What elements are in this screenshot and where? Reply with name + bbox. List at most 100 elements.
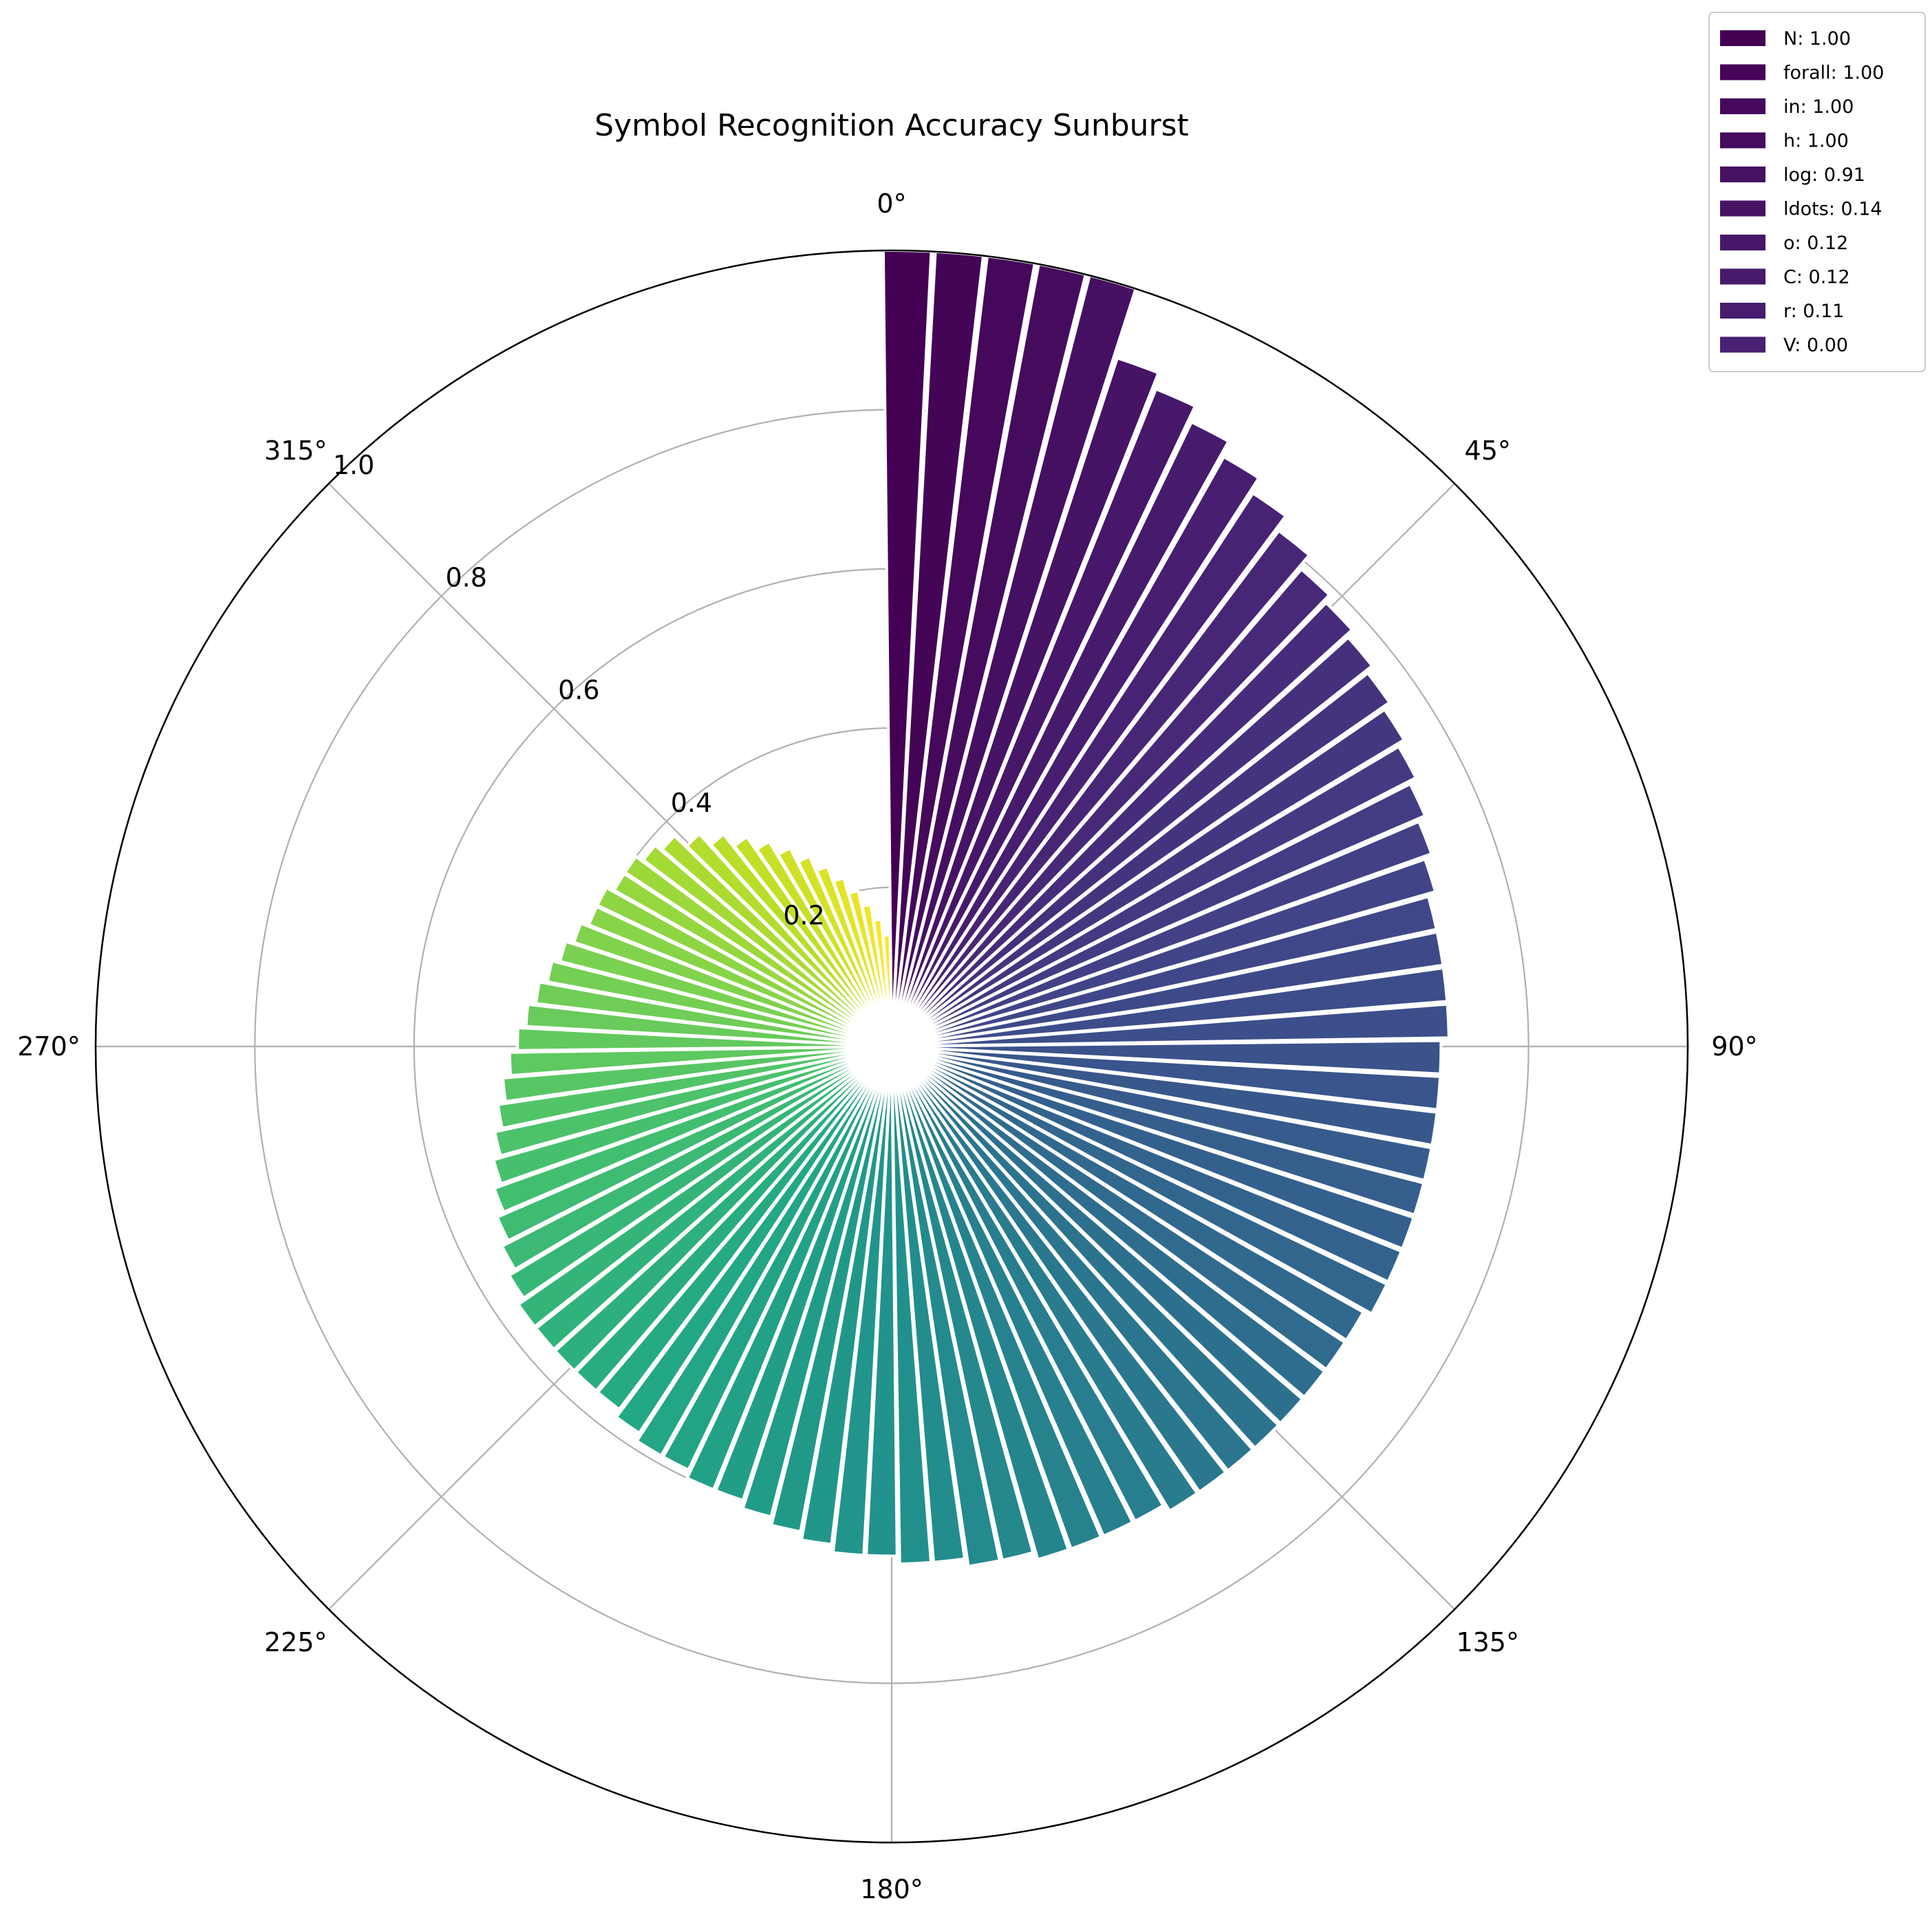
- bar: [890, 1045, 1255, 1473]
- bar: [891, 1002, 1450, 1048]
- legend: N: 1.00 forall: 1.00 in: 1.00 h: 1.00 log: 0…: [1708, 12, 1926, 372]
- legend-swatch: [1720, 132, 1765, 149]
- r-tick-label: 1.0: [333, 450, 374, 480]
- bar: [891, 857, 1437, 1048]
- bar: [890, 1046, 1103, 1551]
- bar: [500, 1045, 893, 1271]
- bar: [732, 835, 893, 1048]
- bar: [891, 1045, 1404, 1284]
- bar: [574, 1045, 893, 1393]
- legend-label: in: 1.00: [1783, 96, 1854, 118]
- bar: [891, 966, 1449, 1048]
- theta-tick-labels: 0° 45° 90° 135° 180° 225° 270° 315°: [17, 189, 1757, 1904]
- bar: [709, 832, 893, 1048]
- bar: [890, 1046, 1071, 1562]
- bar: [890, 420, 1231, 1047]
- legend-swatch: [1720, 303, 1765, 319]
- bar: [890, 1046, 1135, 1538]
- theta-tick-label: 0°: [877, 189, 906, 219]
- legend-swatch: [1720, 268, 1765, 285]
- legend-label: o: 0.12: [1783, 233, 1848, 254]
- theta-tick-label: 225°: [264, 1627, 328, 1657]
- bar: [491, 1045, 892, 1185]
- bar: [891, 1045, 1416, 1251]
- r-tick-labels: 0.2 0.4 0.6 0.8 1.0: [333, 450, 825, 930]
- bar: [890, 601, 1354, 1048]
- bar: [881, 934, 893, 1047]
- theta-tick-label: 45°: [1465, 436, 1511, 466]
- legend-label: h: 1.00: [1783, 131, 1849, 152]
- bar: [891, 782, 1427, 1048]
- legend-label: log: 0.91: [1783, 164, 1865, 186]
- bar: [891, 930, 1445, 1048]
- bar: [713, 1046, 893, 1503]
- bar: [661, 1046, 893, 1472]
- bar: [796, 855, 893, 1047]
- r-tick-label: 0.8: [446, 563, 487, 593]
- bar: [890, 491, 1288, 1048]
- bar: [890, 1046, 1002, 1568]
- legend-label: forall: 1.00: [1783, 63, 1884, 84]
- bar: [755, 839, 893, 1048]
- bar: [890, 1045, 1347, 1371]
- bar: [865, 1046, 899, 1558]
- chart-title: Symbol Recognition Accuracy Sunburst: [594, 108, 1189, 143]
- legend-swatch: [1720, 200, 1765, 217]
- legend-swatch: [1720, 30, 1765, 46]
- bar: [660, 834, 893, 1048]
- legend-swatch: [1720, 336, 1765, 353]
- bar: [890, 356, 1161, 1047]
- bars-group: [491, 249, 1450, 1568]
- legend-label: C: 0.12: [1783, 267, 1850, 288]
- theta-tick-label: 135°: [1456, 1627, 1519, 1657]
- bar: [614, 1045, 893, 1435]
- bar: [890, 1045, 1228, 1494]
- bar: [776, 846, 893, 1048]
- bar: [847, 889, 893, 1047]
- bar: [815, 864, 893, 1047]
- theta-tick-label: 270°: [17, 1031, 80, 1062]
- bar: [890, 1045, 1305, 1426]
- bar: [890, 1046, 1035, 1562]
- bar: [495, 1045, 892, 1243]
- bar: [891, 819, 1434, 1048]
- bar: [890, 1045, 1280, 1450]
- r-tick-label: 0.6: [558, 675, 599, 705]
- legend-label: N: 1.00: [1783, 28, 1851, 50]
- bar: [516, 1026, 892, 1052]
- bar: [685, 832, 893, 1048]
- bar: [890, 567, 1331, 1048]
- legend-label: r: 0.11: [1783, 301, 1844, 322]
- bar: [891, 894, 1439, 1048]
- bar: [634, 1045, 893, 1458]
- bar: [890, 635, 1374, 1048]
- bar: [890, 707, 1406, 1048]
- bar: [860, 903, 893, 1047]
- bar: [641, 844, 893, 1048]
- bar: [516, 1045, 893, 1329]
- bar: [872, 918, 893, 1047]
- bar: [501, 1045, 892, 1104]
- bar: [595, 885, 892, 1048]
- theta-tick-label: 90°: [1711, 1031, 1757, 1062]
- bar: [891, 1045, 1389, 1315]
- bar: [890, 455, 1261, 1048]
- bar: [890, 1045, 1166, 1523]
- bar: [534, 1045, 893, 1351]
- bar: [890, 1045, 1199, 1513]
- bar: [596, 1045, 893, 1412]
- bar: [685, 1046, 893, 1492]
- legend-swatch: [1720, 235, 1765, 250]
- legend-swatch: [1720, 98, 1765, 114]
- r-tick-label: 0.4: [671, 788, 712, 818]
- bar: [891, 1045, 1426, 1217]
- legend-swatch: [1720, 167, 1765, 182]
- bar: [890, 1046, 967, 1564]
- bar: [890, 744, 1418, 1048]
- bar: [890, 671, 1392, 1048]
- bar: [890, 1045, 1366, 1342]
- bar: [891, 1039, 1443, 1075]
- bar: [496, 1045, 892, 1130]
- bar: [623, 855, 893, 1048]
